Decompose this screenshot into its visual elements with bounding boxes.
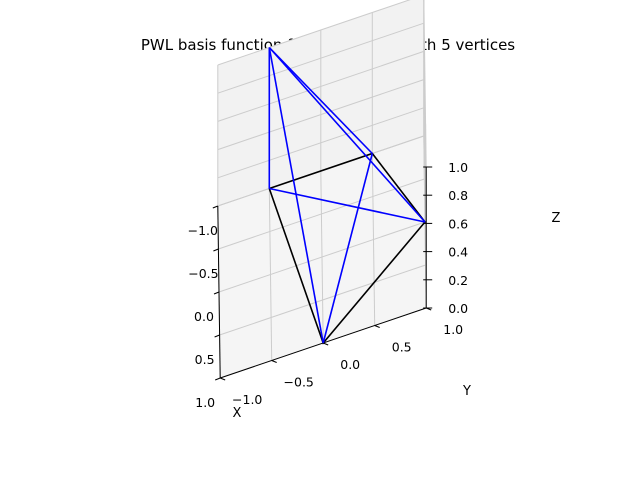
grid-left-z [217,22,424,94]
y-tick-label: 0.5 [392,340,412,355]
x-tick [213,248,219,252]
y-tick [220,377,226,381]
y-tick [323,342,329,346]
basis-line-5 [322,153,374,344]
z-tick-label: 0.6 [448,216,468,231]
basis-line-3 [268,46,426,223]
z-tick-label: 0.4 [448,245,468,260]
z-tick-label: 0.0 [448,301,468,316]
grid-left-z [217,107,424,179]
x-tick-label: 1.0 [195,395,215,410]
x-tick-label: 0.5 [195,352,215,367]
x-tick [213,291,220,295]
y-tick-label: −1.0 [232,392,262,407]
basis-line-2 [268,47,324,344]
y-tick [271,360,277,363]
grid-left-z [217,79,424,151]
basis-line-4 [268,46,373,155]
y-tick-label: −0.5 [284,375,314,390]
z-axis-label: Z [552,211,561,226]
grid-floor-y [371,153,376,326]
basis-line-6 [269,187,426,223]
z-tick-label: 0.2 [448,273,468,288]
z-tick-label: 1.0 [448,160,468,175]
z-tick-label: 0.8 [448,188,468,203]
y-axis-label: Y [462,384,471,399]
x-tick [215,377,221,381]
grid-floor-y [268,188,273,361]
x-tick-label: −0.5 [188,266,218,281]
grid-left-z [217,0,411,66]
tick-marks [212,166,433,381]
tick-labels: −1.0 −0.5 0.0 0.5 1.0 −1.0 −0.5 0.0 0.5 1.0 0.0 0.2… [188,160,469,410]
y-tick-label: 0.0 [340,357,360,372]
x-axis-label: X [233,406,242,421]
y-tick-label: 1.0 [443,322,463,337]
x-tick [214,334,220,338]
grid-back-z [423,0,427,168]
plot-lines [268,46,427,345]
x-tick-label: 0.0 [194,309,214,324]
grid-left-z [217,50,424,122]
x-tick [212,205,218,209]
y-tick [374,325,380,328]
x-tick-label: −1.0 [188,223,218,238]
